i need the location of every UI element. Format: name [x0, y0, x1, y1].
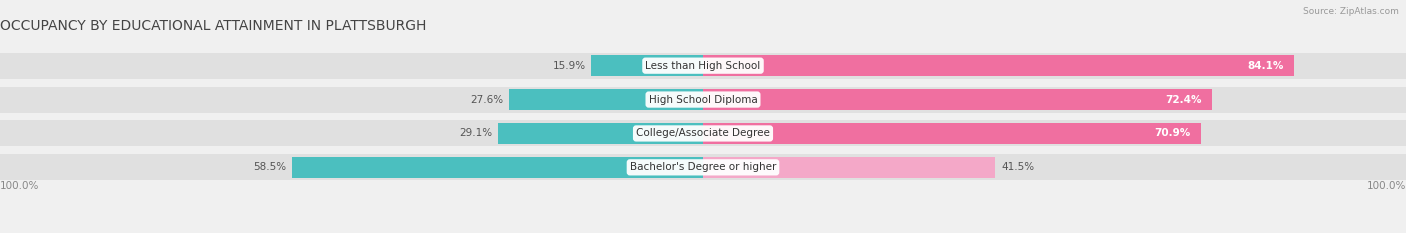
Text: 72.4%: 72.4% — [1166, 95, 1202, 105]
Text: 84.1%: 84.1% — [1247, 61, 1284, 71]
Bar — [703, 123, 1202, 144]
Text: 27.6%: 27.6% — [470, 95, 503, 105]
Text: 41.5%: 41.5% — [1002, 162, 1035, 172]
Text: 70.9%: 70.9% — [1154, 128, 1191, 138]
Bar — [703, 55, 1294, 76]
Text: College/Associate Degree: College/Associate Degree — [636, 128, 770, 138]
Text: High School Diploma: High School Diploma — [648, 95, 758, 105]
Text: 29.1%: 29.1% — [460, 128, 494, 138]
Text: OCCUPANCY BY EDUCATIONAL ATTAINMENT IN PLATTSBURGH: OCCUPANCY BY EDUCATIONAL ATTAINMENT IN P… — [0, 20, 426, 34]
Bar — [509, 89, 703, 110]
Bar — [292, 157, 703, 178]
Text: Less than High School: Less than High School — [645, 61, 761, 71]
Text: 15.9%: 15.9% — [553, 61, 586, 71]
Bar — [0, 120, 1406, 147]
Text: 58.5%: 58.5% — [253, 162, 287, 172]
Text: Source: ZipAtlas.com: Source: ZipAtlas.com — [1303, 7, 1399, 16]
Bar — [703, 157, 995, 178]
Bar — [0, 53, 1406, 79]
Bar — [0, 154, 1406, 180]
Bar — [499, 123, 703, 144]
Bar — [0, 86, 1406, 113]
Text: 100.0%: 100.0% — [0, 181, 39, 191]
Bar — [703, 89, 1212, 110]
Text: Bachelor's Degree or higher: Bachelor's Degree or higher — [630, 162, 776, 172]
Text: 100.0%: 100.0% — [1367, 181, 1406, 191]
Bar — [591, 55, 703, 76]
